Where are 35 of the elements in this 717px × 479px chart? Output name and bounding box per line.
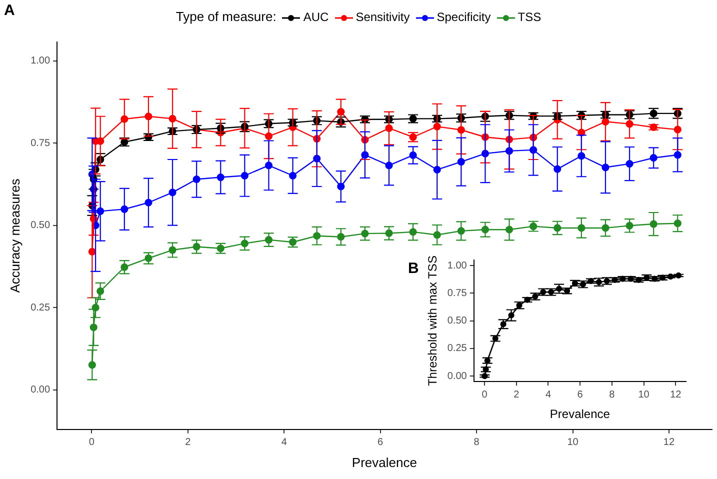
x-axis-title: Prevalence — [550, 407, 610, 422]
x-tick-label: 4 — [545, 389, 552, 400]
y-tick-label: 0.75 — [447, 288, 468, 299]
y-tick-label: 1.00 — [447, 260, 468, 272]
x-tick-label: 2 — [185, 437, 192, 448]
text: A — [4, 2, 15, 19]
x-tick-label: 12 — [670, 389, 682, 400]
x-tick-label: 6 — [577, 389, 584, 400]
legend-label: AUC — [303, 10, 329, 24]
y-tick-label: 1.00 — [30, 56, 50, 67]
y-tick-label: 0.25 — [447, 343, 468, 354]
x-tick-label: 2 — [514, 389, 520, 400]
x-tick-label: 6 — [378, 437, 384, 448]
y-tick-label: 0.75 — [30, 138, 50, 149]
annotation: B — [408, 260, 419, 277]
x-tick-label: 12 — [663, 437, 675, 448]
x-tick-label: 10 — [567, 437, 579, 448]
y-tick-label: 0.00 — [447, 370, 468, 382]
y-tick-label: 0.25 — [30, 302, 50, 314]
x-tick-label: 8 — [474, 437, 480, 448]
x-tick-label: 10 — [638, 389, 650, 400]
legend-label: TSS — [518, 10, 542, 24]
y-tick-label: 0.50 — [447, 316, 468, 327]
x-tick-label: 8 — [609, 389, 616, 400]
x-tick-label: 0 — [482, 389, 488, 400]
y-tick-label: 0.50 — [30, 220, 50, 232]
y-tick-label: 0.00 — [30, 384, 50, 396]
legend-title: Type of measure: — [176, 9, 276, 24]
x-axis-title: Prevalence — [352, 454, 417, 470]
y-axis-title: Accuracy measures — [7, 178, 22, 293]
y-axis-title: Threshold with max TSS — [426, 256, 440, 386]
legend-label: Sensitivity — [356, 10, 410, 24]
legend-label: Specificity — [436, 10, 491, 24]
x-tick-label: 4 — [281, 437, 288, 448]
x-tick-label: 0 — [88, 437, 95, 448]
